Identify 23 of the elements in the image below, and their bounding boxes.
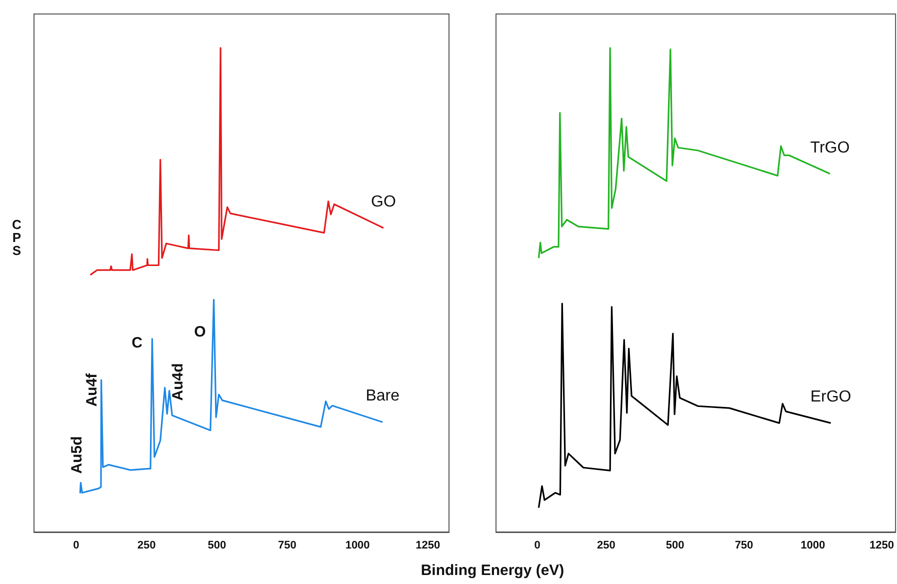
y-axis-title: CPS xyxy=(12,217,22,258)
series-label: GO xyxy=(371,193,396,210)
annotation: C xyxy=(132,334,143,352)
annotation: Au5d xyxy=(68,436,86,474)
x-tick-label: 1250 xyxy=(416,540,440,552)
x-tick-label: 750 xyxy=(278,540,296,552)
x-tick-label: 250 xyxy=(137,540,156,552)
x-tick-label: 0 xyxy=(73,540,80,552)
annotation: Au4f xyxy=(84,372,100,407)
x-tick-label: 0 xyxy=(534,540,540,552)
x-tick-label: 750 xyxy=(734,540,754,552)
x-axis-title: Binding Energy (eV) xyxy=(420,562,566,579)
x-tick-label: 500 xyxy=(208,540,226,552)
x-tick-label: 1250 xyxy=(870,540,894,552)
series-label: TrGO xyxy=(810,139,850,156)
x-tick-label: 1000 xyxy=(800,540,826,552)
annotation: Au4d xyxy=(170,363,186,401)
x-tick-label: 1000 xyxy=(345,540,370,552)
series-label: Bare xyxy=(366,388,400,405)
series-label: ErGO xyxy=(810,388,852,406)
annotation: O xyxy=(194,324,206,340)
x-tick-label: 250 xyxy=(597,540,616,552)
x-tick-label: 500 xyxy=(666,540,684,552)
